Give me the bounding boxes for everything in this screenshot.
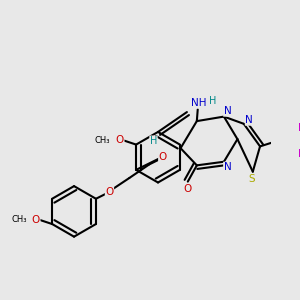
Text: H: H (150, 136, 157, 146)
Text: CH₃: CH₃ (94, 136, 110, 145)
Text: O: O (184, 184, 192, 194)
Text: O: O (116, 135, 124, 145)
Text: O: O (32, 214, 40, 224)
Text: N: N (245, 115, 253, 125)
Text: F: F (299, 136, 300, 146)
Text: F: F (298, 148, 300, 159)
Text: F: F (298, 123, 300, 133)
Text: NH: NH (191, 98, 206, 108)
Text: N: N (224, 106, 231, 116)
Text: CH₃: CH₃ (12, 215, 27, 224)
Text: O: O (159, 152, 167, 162)
Text: H: H (209, 96, 217, 106)
Text: N: N (224, 162, 231, 172)
Text: O: O (105, 187, 114, 196)
Text: S: S (249, 174, 255, 184)
